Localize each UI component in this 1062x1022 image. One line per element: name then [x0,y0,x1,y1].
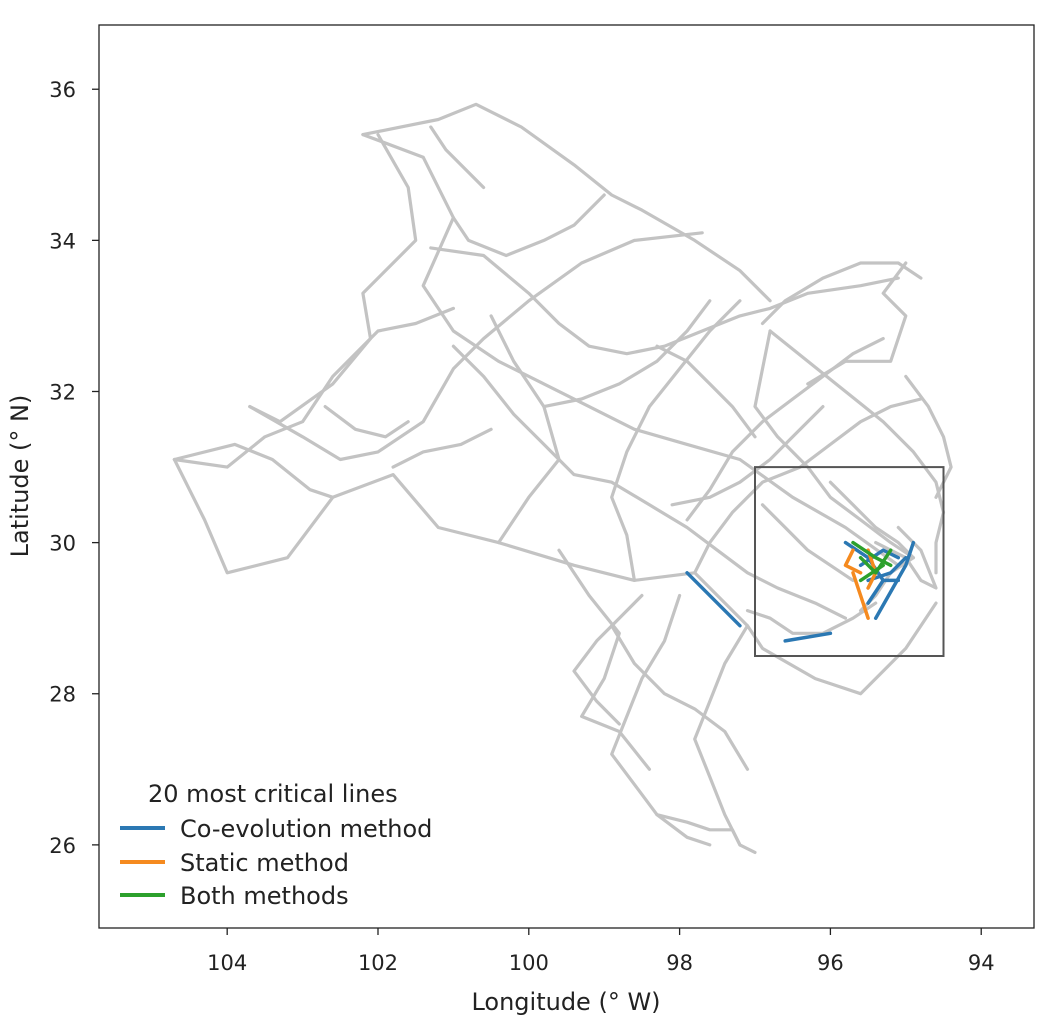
plot-frame [98,24,1035,929]
plot-background [99,25,1034,928]
critical-line-0-2 [873,540,916,620]
y-tick-label: 32 [49,380,76,404]
network-line-21 [557,548,652,771]
x-tick-label: 94 [968,951,995,975]
network-line-33 [429,125,486,190]
x-tick-label: 98 [666,951,693,975]
legend-entry-both: Both methods [120,882,349,910]
x-tick-label: 96 [817,951,844,975]
y-tick-label: 34 [49,229,76,253]
critical-line-1-2 [851,571,870,620]
critical-lines [685,540,916,643]
network-line-31 [323,405,410,439]
y-tick-label: 26 [49,834,76,858]
x-tick-label: 104 [207,951,247,975]
network-line-1 [172,306,455,469]
legend-label-co-evolution: Co-evolution method [180,815,432,843]
network-line-10 [610,299,742,583]
legend-entry-co-evolution: Co-evolution method [120,815,432,843]
network-line-17 [768,329,946,575]
network-line-0 [172,457,938,696]
critical-line-0-5 [843,540,885,583]
network-line-27 [828,480,916,613]
legend-title: 20 most critical lines [148,780,398,808]
x-axis-title: Longitude (° W) [471,988,660,1016]
y-axis-title: Latitude (° N) [6,395,34,558]
network-line-25 [806,261,908,386]
network-line-15 [685,337,885,522]
critical-line-0-6 [866,578,901,605]
network-line-7 [429,246,900,356]
network-line-6 [172,442,335,499]
y-tick-label: 28 [49,683,76,707]
network-line-22 [655,813,742,847]
legend-label-both: Both methods [180,882,349,910]
network-line-20 [874,525,938,590]
network-line-12 [610,593,712,847]
network-line-4 [361,102,772,303]
critical-line-0-0 [685,571,742,628]
y-tick-label: 36 [49,78,76,102]
network-line-19 [904,374,953,499]
critical-line-0-3 [866,555,908,583]
legend-label-static: Static method [180,849,349,877]
network-line-9 [489,314,561,545]
network-line-28 [760,503,855,583]
critical-line-2-0 [851,540,893,568]
network-line-5 [248,133,418,424]
x-tick-label: 102 [358,951,398,975]
network-line-2 [248,231,704,462]
inset-box [754,466,945,657]
network-line-23 [451,193,606,258]
critical-line-0-1 [783,631,833,643]
legend-entry-static: Static method [120,849,349,877]
network-line-29 [572,593,644,726]
x-axis-ticks: 104 102 100 98 96 94 [207,928,995,975]
network-line-34 [655,344,757,439]
critical-line-1-0 [843,548,863,575]
network-line-30 [745,601,878,635]
network-line-13 [610,624,750,771]
legend: 20 most critical lines Co-evolution meth… [120,780,432,910]
y-axis-ticks: 36 34 32 30 28 26 [49,78,99,858]
network-line-3 [361,133,900,567]
network-line-24 [542,299,712,409]
x-tick-label: 100 [509,951,549,975]
network-line-8 [451,344,848,620]
critical-line-2-2 [858,548,893,575]
y-tick-label: 30 [49,532,76,556]
network-line-32 [391,427,493,469]
